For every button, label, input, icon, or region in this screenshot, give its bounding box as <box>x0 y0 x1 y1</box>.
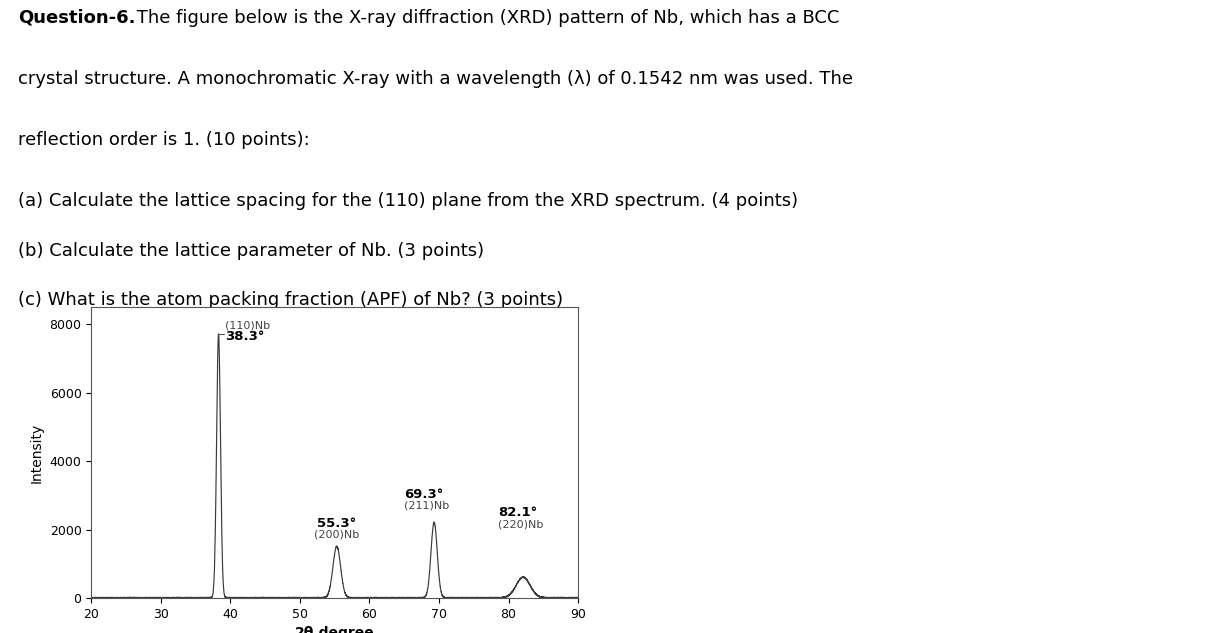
Text: (200)Nb: (200)Nb <box>314 529 359 539</box>
Text: 38.3°: 38.3° <box>225 330 264 343</box>
Text: 69.3°: 69.3° <box>404 487 443 501</box>
Text: (110)Nb: (110)Nb <box>225 320 270 330</box>
Text: (211)Nb: (211)Nb <box>404 501 449 511</box>
Text: (c) What is the atom packing fraction (APF) of Nb? (3 points): (c) What is the atom packing fraction (A… <box>18 291 563 309</box>
Text: reflection order is 1. (10 points):: reflection order is 1. (10 points): <box>18 131 310 149</box>
X-axis label: 2θ,degree: 2θ,degree <box>295 627 375 633</box>
Text: (220)Nb: (220)Nb <box>498 520 544 530</box>
Text: crystal structure. A monochromatic X-ray with a wavelength (λ) of 0.1542 nm was : crystal structure. A monochromatic X-ray… <box>18 70 853 88</box>
Text: 82.1°: 82.1° <box>498 506 537 520</box>
Text: (b) Calculate the lattice parameter of Nb. (3 points): (b) Calculate the lattice parameter of N… <box>18 242 484 260</box>
Text: 55.3°: 55.3° <box>318 517 357 530</box>
Text: (a) Calculate the lattice spacing for the (110) plane from the XRD spectrum. (4 : (a) Calculate the lattice spacing for th… <box>18 192 798 210</box>
Y-axis label: Intensity: Intensity <box>30 422 44 483</box>
Text: Question-6.: Question-6. <box>18 9 136 27</box>
Text: The figure below is the X-ray diffraction (XRD) pattern of Nb, which has a BCC: The figure below is the X-ray diffractio… <box>131 9 840 27</box>
